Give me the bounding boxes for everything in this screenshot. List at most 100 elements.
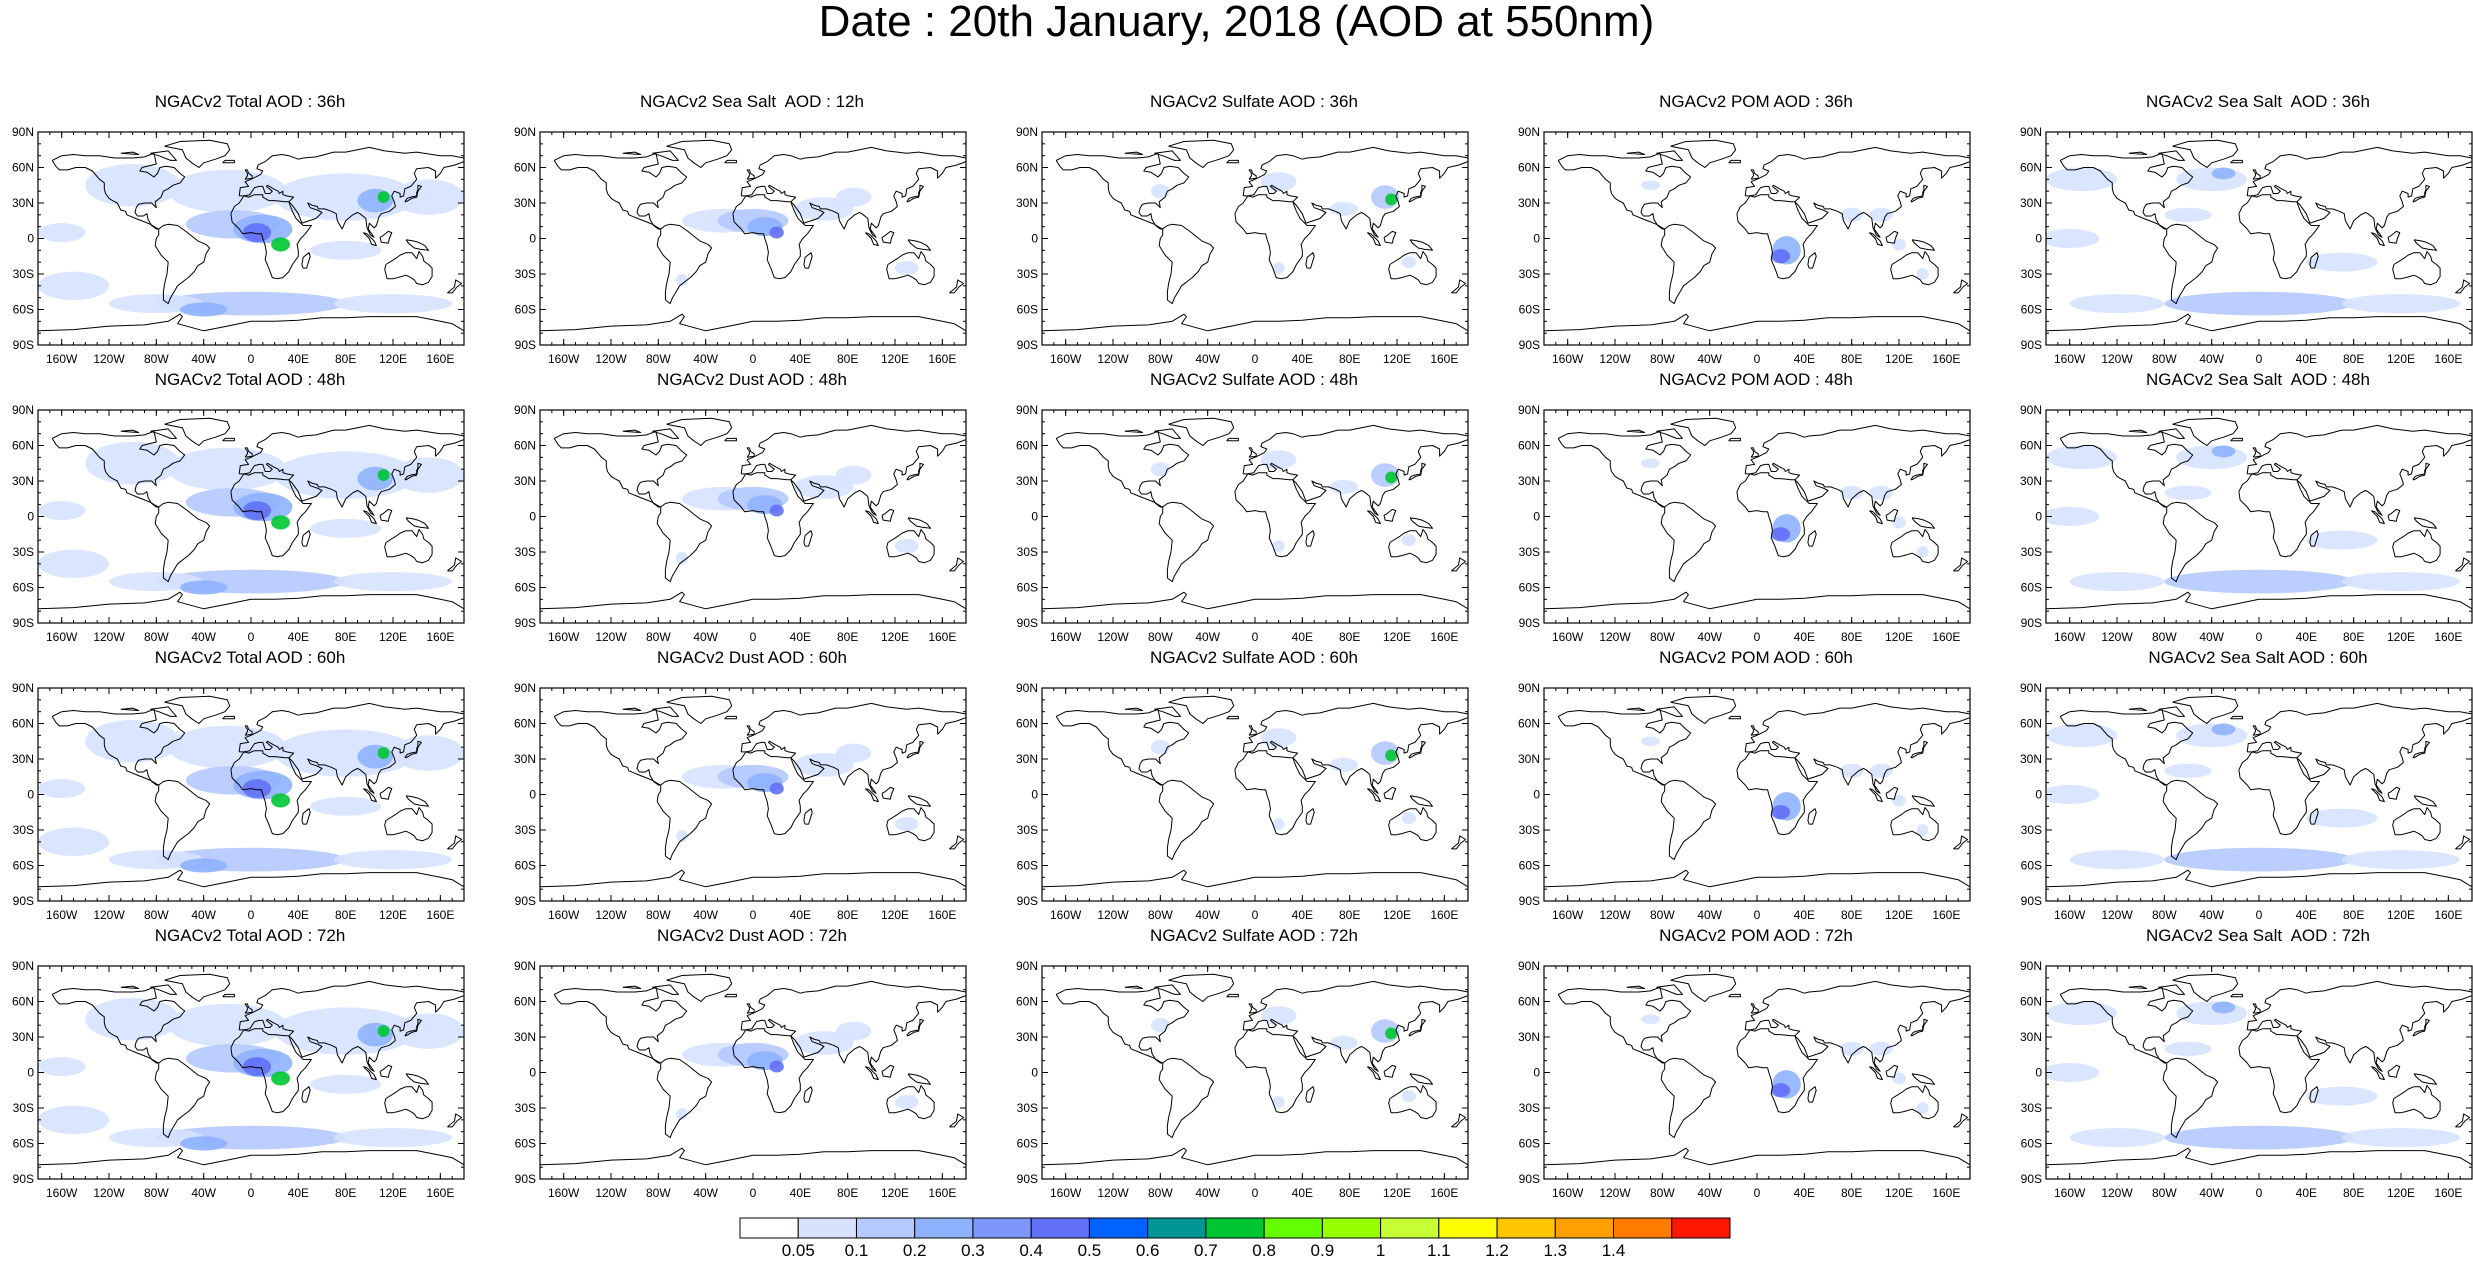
lat-tick-label: 0 [2035,510,2042,524]
lat-tick-label: 30N [1016,196,1038,210]
coastline [803,1086,813,1103]
lat-tick-label: 90N [12,681,34,695]
coastline [1158,779,1215,861]
coastline [363,788,377,803]
coastline [384,529,433,564]
aod-plume [895,538,919,554]
lat-tick-label: 90N [2020,403,2042,417]
lat-tick-label: 60N [12,717,34,731]
lat-tick-label: 60S [1017,303,1038,317]
aod-plume [1401,256,1416,269]
coastline [1042,869,1468,888]
coastline [1154,428,1181,439]
aod-plume [2341,572,2461,592]
coastline [1910,184,1928,203]
lon-tick-label: 120W [2101,908,2133,922]
coastline [886,529,935,564]
lat-tick-label: 30N [1518,474,1540,488]
aod-plume [271,515,291,530]
coastline [1807,530,1817,547]
lon-tick-label: 80E [335,630,356,644]
aod-plume [310,518,382,538]
lon-tick-label: 0 [1754,630,1761,644]
aod-plume [2046,1063,2100,1082]
lat-tick-label: 90S [2021,616,2042,630]
map-plot: 90N 60N 30N 0 30S 60S 90S 160W 120W 80W 40W 0 40E 80E… [12,403,465,644]
coastline [1910,1018,1928,1037]
coastline [447,1113,463,1128]
coastline [2371,510,2385,525]
coastline [540,869,966,888]
lat-tick-label: 90S [1519,338,1540,352]
coastline [1408,462,1426,481]
lat-tick-label: 30N [1016,752,1038,766]
lon-tick-label: 160E [928,630,956,644]
lon-tick-label: 0 [1252,630,1259,644]
coastline [1168,973,1235,1002]
aod-plume [2164,1041,2212,1056]
lon-tick-label: 40E [288,352,309,366]
coastline [746,725,755,736]
lat-tick-label: 30S [1519,1101,1540,1115]
aod-field [1042,688,1468,901]
coastline [2413,239,2437,251]
panel-title: NGACv2 POM AOD : 48h [1659,370,1853,389]
coastline [1168,139,1235,168]
lat-tick-label: 60N [12,995,34,1009]
lon-tick-label: 120E [1885,352,1913,366]
colorbar-swatch [855,1217,916,1239]
map-plot: 90N 60N 30N 0 30S 60S 90S 160W 120W 80W 40W 0 40E 80E… [1518,403,1971,644]
panel-title: NGACv2 Dust AOD : 48h [657,370,847,389]
lat-tick-label: 60S [515,859,536,873]
coastline [652,150,679,161]
coastline [1953,279,1969,294]
coastline [1750,169,1759,180]
lat-tick-label: 90N [514,403,536,417]
lon-tick-label: 160E [2434,352,2462,366]
lon-tick-label: 40E [1292,630,1313,644]
coastline [652,428,679,439]
coastline [2162,223,2219,305]
coastline [384,807,433,842]
lon-tick-label: 160E [1430,1186,1458,1200]
lon-tick-label: 40W [1195,352,1220,366]
aod-plume [2069,850,2165,870]
map-panel-dust: NGACv2 Sea Salt AOD : 12h 90N 60N 30N 0 30S 60… [502,92,1002,366]
lon-tick-label: 40W [191,352,216,366]
lat-tick-label: 0 [1031,232,1038,246]
lon-tick-label: 40W [1697,352,1722,366]
lat-tick-label: 30N [12,196,34,210]
lon-tick-label: 120E [1885,1186,1913,1200]
colorbar-label: 0.4 [1019,1241,1043,1260]
lat-tick-label: 30N [514,196,536,210]
lat-tick-label: 0 [529,788,536,802]
aod-plume [271,793,291,808]
lat-tick-label: 60N [514,161,536,175]
aod-plume [1771,805,1791,820]
coastline [222,437,235,442]
map-panel-sulfate: NGACv2 Sulfate AOD : 48h 90N 60N 30N 0 30S 60S… [1004,370,1504,644]
lat-tick-label: 60S [515,581,536,595]
lon-tick-label: 120E [1383,1186,1411,1200]
coastline [1451,279,1467,294]
lon-tick-label: 40E [790,1186,811,1200]
lat-tick-label: 90N [514,125,536,139]
aod-plume [1385,1027,1397,1040]
lat-tick-label: 90N [1518,681,1540,695]
aod-plume [1272,540,1285,552]
aod-plume [377,469,390,481]
lat-tick-label: 30S [13,823,34,837]
coastline [150,150,177,161]
lon-tick-label: 80W [646,1186,671,1200]
lat-tick-label: 90N [12,403,34,417]
aod-plume [1641,736,1660,746]
lon-tick-label: 160E [1430,352,1458,366]
lon-tick-label: 40E [2296,630,2317,644]
aod-plume [1839,485,1864,500]
lon-tick-label: 40E [1292,908,1313,922]
lat-tick-label: 0 [2035,788,2042,802]
lon-tick-label: 120E [881,1186,909,1200]
panel-title: NGACv2 Sulfate AOD : 48h [1150,370,1358,389]
lon-tick-label: 40E [790,908,811,922]
coastline [1408,740,1426,759]
